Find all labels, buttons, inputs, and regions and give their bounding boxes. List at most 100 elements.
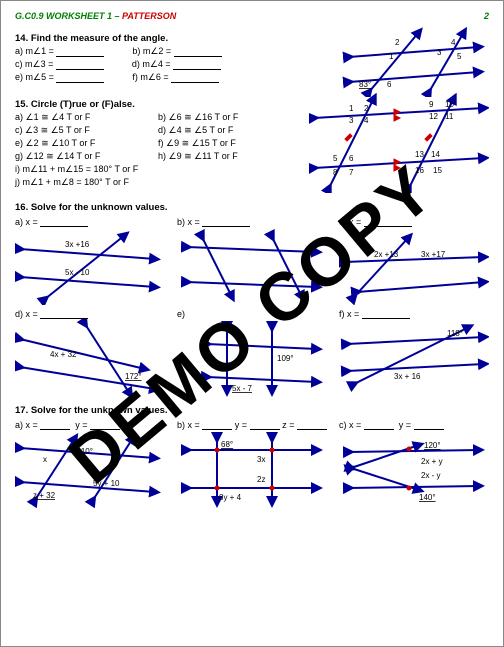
svg-text:3x: 3x xyxy=(257,455,265,464)
q15-d[interactable]: d) ∠4 ≅ ∠5 T or F xyxy=(158,125,233,136)
svg-text:1: 1 xyxy=(349,104,354,113)
svg-text:5y + 10: 5y + 10 xyxy=(93,479,120,488)
worksheet-header: G.C0.9 WORKSHEET 1 – PATTERSON 2 xyxy=(15,11,489,21)
svg-text:2: 2 xyxy=(395,38,400,47)
q17-cx-blank[interactable] xyxy=(364,421,394,430)
svg-text:4: 4 xyxy=(364,116,369,125)
q17-cy: y = xyxy=(399,420,411,430)
svg-text:5: 5 xyxy=(457,52,462,61)
svg-text:3x +17: 3x +17 xyxy=(421,250,446,259)
svg-text:83°: 83° xyxy=(359,80,371,89)
svg-text:2x +13: 2x +13 xyxy=(374,250,399,259)
q17-ay: y = xyxy=(75,420,87,430)
q15-f[interactable]: f) ∠9 ≅ ∠15 T or F xyxy=(158,138,236,149)
q17-row: a) x = y = x 110° z + 32 5y + 10 b) x = … xyxy=(15,420,489,508)
q16-b-blank[interactable] xyxy=(202,218,250,227)
q14-f-blank[interactable] xyxy=(171,74,219,83)
svg-text:8y + 4: 8y + 4 xyxy=(219,493,242,502)
header-left: G.C0.9 WORKSHEET 1 – PATTERSON xyxy=(15,11,176,21)
q17-ax-blank[interactable] xyxy=(40,421,70,430)
q14-a: a) m∠1 = xyxy=(15,46,54,56)
q16-b: b) x = xyxy=(177,217,200,227)
q14-c-blank[interactable] xyxy=(56,61,104,70)
q16-d: d) x = xyxy=(15,309,38,319)
svg-text:14: 14 xyxy=(431,150,440,159)
q17-by-blank[interactable] xyxy=(250,421,280,430)
svg-text:1: 1 xyxy=(389,52,394,61)
svg-text:5: 5 xyxy=(333,154,338,163)
q14-b: b) m∠2 = xyxy=(132,46,171,56)
q16-a-blank[interactable] xyxy=(40,218,88,227)
svg-text:5x - 7: 5x - 7 xyxy=(232,384,253,393)
q16-a: a) x = xyxy=(15,217,38,227)
q15-g[interactable]: g) ∠12 ≅ ∠14 T or F xyxy=(15,151,130,162)
svg-text:8: 8 xyxy=(333,168,338,177)
svg-text:12: 12 xyxy=(429,112,438,121)
q16-c-blank[interactable] xyxy=(364,218,412,227)
svg-text:3x + 16: 3x + 16 xyxy=(394,372,421,381)
q17-title: 17. Solve for the unknown values. xyxy=(15,405,489,416)
svg-text:4: 4 xyxy=(451,38,456,47)
svg-text:2z: 2z xyxy=(257,475,265,484)
q17-cy-blank[interactable] xyxy=(414,421,444,430)
q14-diagram: 2 1 3 4 5 6 83° xyxy=(339,27,489,85)
q15-diagram: 1 2 3 4 9 10 12 11 5 6 8 7 13 14 16 15 xyxy=(309,93,489,190)
q15-h[interactable]: h) ∠9 ≅ ∠11 T or F xyxy=(158,151,238,162)
q14-c: c) m∠3 = xyxy=(15,59,53,69)
q14-f: f) m∠6 = xyxy=(132,72,168,82)
q14-d-blank[interactable] xyxy=(173,61,221,70)
svg-text:13: 13 xyxy=(415,150,424,159)
svg-text:11: 11 xyxy=(445,112,454,121)
svg-text:4x + 32: 4x + 32 xyxy=(50,350,77,359)
q16-row1: a) x = 3x +16 5x - 10 b) x = c) x = 2x +… xyxy=(15,217,489,305)
svg-text:109°: 109° xyxy=(277,354,294,363)
svg-text:118°: 118° xyxy=(447,329,463,338)
page-number: 2 xyxy=(484,11,489,21)
q14-row2: c) m∠3 = d) m∠4 = xyxy=(15,59,339,70)
q16-f-blank[interactable] xyxy=(362,310,410,319)
q16-title: 16. Solve for the unknown values. xyxy=(15,202,489,213)
svg-text:9: 9 xyxy=(429,100,434,109)
svg-text:z + 32: z + 32 xyxy=(33,491,56,500)
svg-text:2x + y: 2x + y xyxy=(421,457,443,466)
q14-d: d) m∠4 = xyxy=(132,59,171,69)
q14-b-blank[interactable] xyxy=(174,48,222,57)
svg-text:2x - y: 2x - y xyxy=(421,471,441,480)
svg-text:2: 2 xyxy=(364,104,369,113)
header-code: G.C0.9 WORKSHEET 1 – xyxy=(15,11,122,21)
q17-c: c) x = xyxy=(339,420,361,430)
q14-a-blank[interactable] xyxy=(56,48,104,57)
q14-title: 14. Find the measure of the angle. xyxy=(15,33,339,44)
q16-e: e) xyxy=(177,309,185,319)
q16-c: c) x = xyxy=(339,217,361,227)
q14-row1: a) m∠1 = b) m∠2 = xyxy=(15,46,339,57)
svg-text:120°: 120° xyxy=(424,441,441,450)
q14-e-blank[interactable] xyxy=(56,74,104,83)
svg-text:3x +16: 3x +16 xyxy=(65,240,90,249)
svg-text:3: 3 xyxy=(437,48,442,57)
q15-c[interactable]: c) ∠3 ≅ ∠5 T or F xyxy=(15,125,130,136)
q17-ay-blank[interactable] xyxy=(90,421,120,430)
svg-text:10: 10 xyxy=(445,100,454,109)
q16-f: f) x = xyxy=(339,309,359,319)
q17-bx-blank[interactable] xyxy=(202,421,232,430)
svg-text:16: 16 xyxy=(415,166,424,175)
svg-text:7: 7 xyxy=(349,168,354,177)
q16-row2: d) x = 4x + 32 172° e) 109° 5x - 7 f) x … xyxy=(15,309,489,397)
q17-b: b) x = xyxy=(177,420,200,430)
q14-e: e) m∠5 = xyxy=(15,72,54,82)
svg-text:110°: 110° xyxy=(77,447,93,456)
q14-row3: e) m∠5 = f) m∠6 = xyxy=(15,72,339,83)
q15-e[interactable]: e) ∠2 ≅ ∠10 T or F xyxy=(15,138,130,149)
q15-a[interactable]: a) ∠1 ≅ ∠4 T or F xyxy=(15,112,130,123)
q15-title: 15. Circle (T)rue or (F)alse. xyxy=(15,99,309,110)
q15-b[interactable]: b) ∠6 ≅ ∠16 T or F xyxy=(158,112,238,123)
svg-text:140°: 140° xyxy=(419,493,436,502)
svg-text:3: 3 xyxy=(349,116,354,125)
q17-by: y = xyxy=(235,420,247,430)
q16-d-blank[interactable] xyxy=(40,310,88,319)
q17-bz-blank[interactable] xyxy=(297,421,327,430)
q15-i[interactable]: i) m∠11 + m∠15 = 180° T or F xyxy=(15,164,138,175)
q15-j[interactable]: j) m∠1 + m∠8 = 180° T or F xyxy=(15,177,129,188)
q17-bz: z = xyxy=(282,420,294,430)
